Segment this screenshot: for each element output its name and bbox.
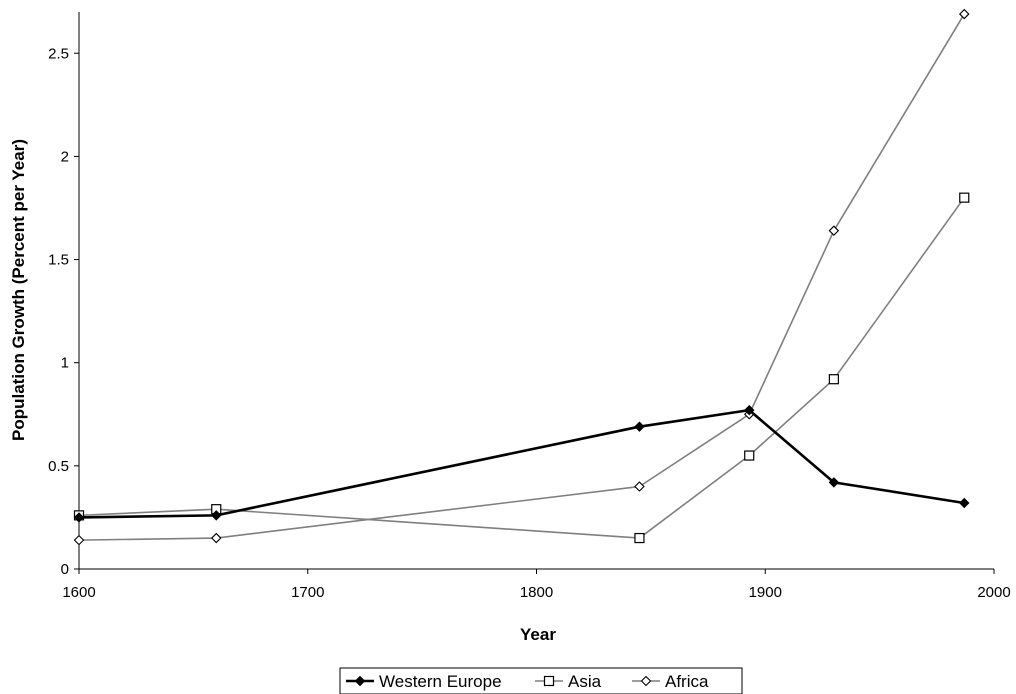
y-tick-label: 1: [61, 355, 69, 372]
series-western-europe: [73, 404, 970, 523]
y-axis-ticks: 0 0.5 1 1.5 2 2.5: [48, 45, 79, 578]
legend-label-africa: Africa: [665, 672, 709, 691]
x-axis-title: Year: [520, 625, 556, 644]
data-point-africa: [828, 225, 840, 236]
legend-marker-asia: [543, 675, 555, 687]
data-point-asia: [634, 532, 645, 544]
series-line-asia: [78, 197, 965, 539]
legend-item-western-europe: Western Europe: [346, 672, 502, 691]
x-axis-ticks: 1600 1700 1800 1900 2000: [62, 569, 1011, 601]
series-line-africa: [78, 13, 965, 541]
legend-items: Western Europe Asia Africa: [346, 672, 709, 691]
series-line-western-europe: [78, 408, 965, 519]
data-point-western-europe: [73, 512, 85, 523]
x-tick-label: 1700: [291, 584, 324, 601]
legend-marker-western-europe: [354, 675, 366, 687]
y-tick-label: 2: [61, 148, 69, 165]
series-layer: [73, 8, 970, 546]
legend-label-western-europe: Western Europe: [379, 672, 502, 691]
data-point-africa: [73, 534, 85, 546]
data-point-africa: [634, 481, 645, 492]
data-point-western-europe: [211, 510, 222, 521]
y-tick-label: 0: [61, 561, 69, 578]
data-point-africa: [210, 532, 222, 544]
data-point-asia: [828, 374, 839, 385]
legend-marker-africa: [640, 675, 652, 687]
legend: Western Europe Asia Africa: [339, 667, 743, 694]
data-point-western-europe: [828, 477, 840, 488]
series-africa: [73, 8, 970, 546]
legend-label-asia: Asia: [568, 672, 602, 691]
data-point-western-europe: [744, 404, 755, 416]
series-asia: [73, 192, 970, 544]
data-point-western-europe: [959, 497, 970, 509]
y-axis-title: Population Growth (Percent per Year): [9, 139, 28, 441]
y-tick-label: 2.5: [48, 45, 69, 62]
x-tick-label: 1800: [520, 584, 553, 601]
data-point-western-europe: [634, 421, 645, 432]
y-tick-label: 0.5: [48, 458, 69, 475]
x-tick-label: 2000: [977, 584, 1010, 601]
x-tick-label: 1600: [62, 584, 95, 601]
y-tick-label: 1.5: [48, 252, 69, 269]
legend-item-asia: Asia: [535, 672, 602, 691]
data-point-africa: [958, 8, 970, 20]
legend-item-africa: Africa: [632, 672, 709, 691]
x-tick-label: 1900: [749, 584, 782, 601]
data-point-asia: [744, 450, 755, 461]
data-point-asia: [959, 192, 970, 203]
